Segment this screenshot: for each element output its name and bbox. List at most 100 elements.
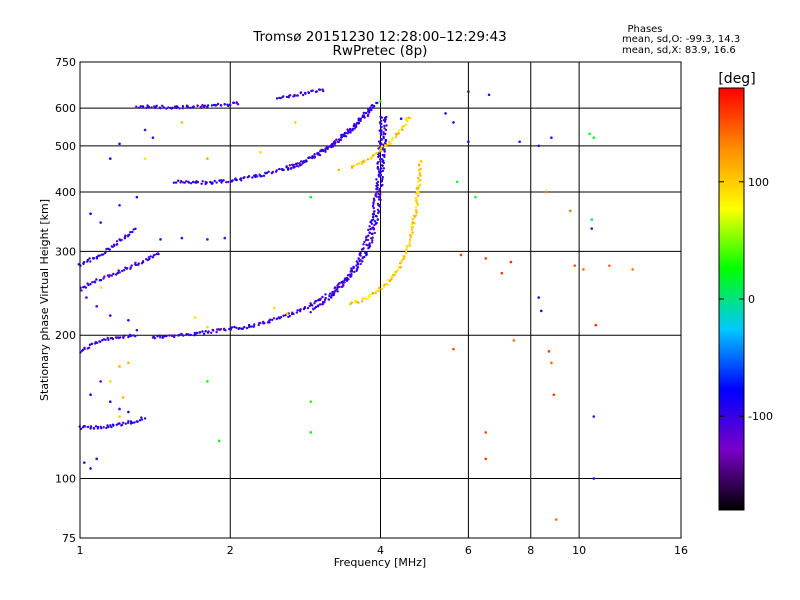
echo-point — [143, 157, 147, 160]
echo-point — [84, 286, 88, 289]
echo-point — [168, 334, 171, 337]
echo-point — [371, 241, 374, 244]
echo-point — [118, 422, 121, 425]
echo-point — [306, 306, 310, 310]
echo-point — [379, 142, 383, 145]
echo-point — [319, 297, 322, 300]
echo-point — [368, 111, 371, 114]
echo-point — [151, 136, 155, 140]
echo-point — [382, 143, 385, 146]
echo-point — [631, 268, 634, 271]
echo-point — [554, 518, 558, 521]
y-tick-label: 500 — [55, 140, 76, 153]
echo-point — [110, 425, 113, 429]
echo-point — [341, 282, 344, 285]
echo-point — [177, 179, 180, 182]
echo-point — [127, 420, 130, 423]
echo-point — [321, 302, 324, 306]
echo-point — [171, 334, 174, 337]
chart-title: Tromsø 20151230 12:28:00–12:29:43 — [252, 29, 507, 45]
echo-point — [259, 321, 262, 325]
echo-point — [129, 422, 133, 425]
echo-point — [408, 238, 412, 241]
echo-point — [102, 253, 105, 256]
echo-point — [405, 250, 408, 254]
echo-point — [120, 238, 123, 242]
x-tick-label: 8 — [527, 544, 534, 557]
echo-point — [206, 325, 209, 329]
echo-point — [180, 121, 184, 124]
echo-point — [385, 282, 388, 286]
echo-point — [342, 284, 345, 287]
echo-point — [592, 415, 596, 418]
echo-point — [112, 243, 116, 246]
echo-point — [130, 264, 133, 267]
echo-point — [371, 291, 375, 295]
echo-point — [361, 260, 364, 263]
echo-point — [380, 287, 383, 291]
echo-point — [132, 334, 135, 337]
echo-point — [399, 266, 403, 269]
echo-point — [399, 117, 403, 121]
echo-point — [374, 290, 377, 294]
echo-point — [355, 260, 358, 263]
echo-point — [378, 158, 382, 161]
echo-point — [139, 105, 142, 108]
echo-point — [282, 314, 285, 317]
echo-point — [268, 321, 271, 324]
echo-point — [375, 195, 378, 198]
trace-scattered-noise-blue — [399, 90, 596, 480]
echo-point — [370, 219, 373, 222]
echo-point — [369, 106, 372, 110]
x-tick-label: 2 — [227, 544, 234, 557]
echo-point — [385, 144, 388, 147]
echo-point — [187, 180, 190, 183]
echo-point — [247, 323, 251, 327]
echo-point — [176, 106, 179, 109]
echo-point — [260, 175, 263, 178]
echo-point — [366, 244, 369, 247]
echo-point — [141, 260, 145, 263]
echo-point — [223, 103, 226, 106]
echo-point — [342, 134, 346, 138]
echo-point — [230, 180, 233, 183]
echo-point — [371, 236, 374, 239]
echo-point — [317, 88, 321, 91]
echo-point — [287, 167, 290, 170]
echo-point — [379, 170, 383, 173]
echo-point — [355, 299, 358, 303]
echo-point — [313, 302, 316, 305]
echo-point — [143, 417, 147, 420]
echo-point — [235, 326, 238, 329]
echo-point — [151, 256, 154, 259]
echo-point — [251, 176, 254, 179]
echo-point — [324, 296, 327, 300]
echo-point — [410, 228, 413, 231]
grid-lines — [80, 62, 681, 538]
trace-o-mode-f-layer-2nd — [309, 115, 388, 314]
x-tick-label: 10 — [572, 544, 586, 557]
echo-point — [108, 380, 112, 383]
x-tick-label: 1 — [77, 544, 84, 557]
echo-point — [263, 322, 266, 325]
echo-point — [364, 238, 368, 242]
echo-point — [131, 230, 134, 234]
echo-point — [219, 328, 223, 331]
echo-point — [379, 174, 382, 177]
echo-points — [77, 88, 634, 521]
echo-point — [279, 96, 282, 100]
echo-point — [376, 218, 379, 221]
echo-point — [248, 325, 251, 329]
trace-e-layer-echo — [79, 333, 137, 354]
echo-point — [129, 266, 132, 269]
echo-point — [368, 242, 371, 245]
echo-point — [383, 153, 386, 157]
echo-point — [89, 427, 92, 430]
echo-point — [224, 329, 227, 332]
echo-point — [159, 238, 162, 241]
echo-point — [247, 175, 251, 178]
echo-point — [165, 107, 168, 110]
echo-point — [455, 180, 459, 184]
echo-point — [364, 297, 367, 301]
echo-point — [349, 128, 352, 132]
